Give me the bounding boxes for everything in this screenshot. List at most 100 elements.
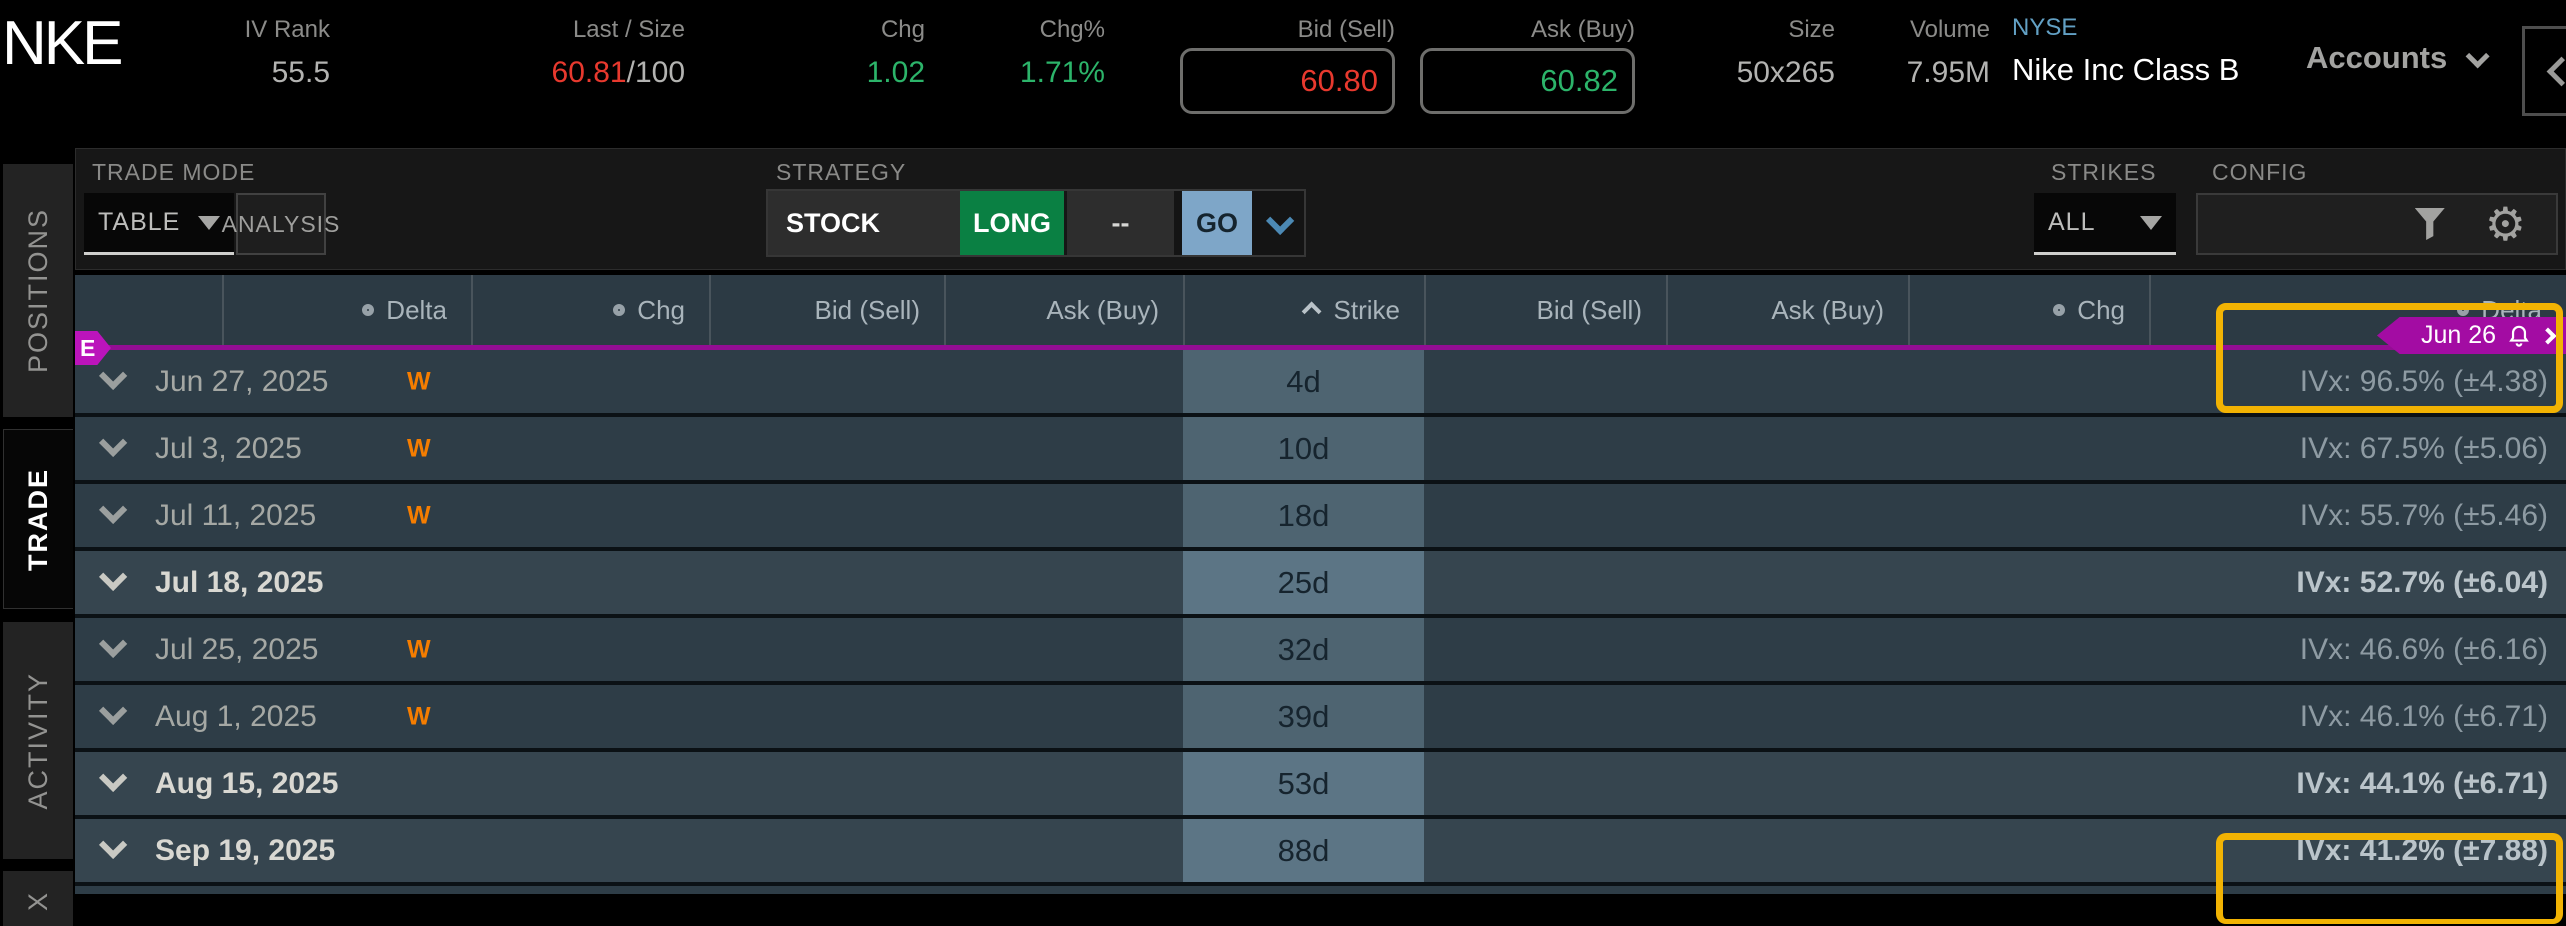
expiration-date: Jul 3, 2025 xyxy=(155,431,302,465)
config-box: ⚙ xyxy=(2196,193,2558,255)
weekly-badge: W xyxy=(407,635,431,663)
strategy-group-divider xyxy=(1174,191,1182,255)
expiration-tag[interactable]: Jun 26 xyxy=(2376,317,2566,354)
days-to-expiration: 32d xyxy=(1183,618,1424,681)
iv-rank-cell: IV Rank 55.5 xyxy=(150,16,330,90)
bid-label: Bid (Sell) xyxy=(1297,16,1395,43)
sort-up-icon xyxy=(1301,301,1322,322)
iv-rank-value: 55.5 xyxy=(271,56,330,89)
expiration-row[interactable]: Jul 11, 2025 W 18d IVx: 55.7% (±5.46) xyxy=(75,484,2566,551)
ivx-value: IVx: 67.5% (±5.06) xyxy=(2299,431,2548,465)
tab-trade-label: TRADE xyxy=(23,467,53,571)
side-toggle-button[interactable]: LONG xyxy=(960,191,1064,255)
column-header-strike[interactable]: Strike xyxy=(1183,275,1424,345)
column-option-icon xyxy=(362,304,375,316)
last-price: 60.81 xyxy=(551,56,627,89)
ticker-symbol: NKE xyxy=(2,9,123,78)
chevron-right-icon xyxy=(2539,327,2557,344)
column-header-chg-calls[interactable]: Chg xyxy=(471,275,709,345)
trade-mode-select[interactable]: TABLE xyxy=(84,193,234,255)
column-header-ask-puts[interactable]: Ask (Buy) xyxy=(1666,275,1908,345)
chg-label: Chg xyxy=(880,16,925,43)
expand-chevron-icon[interactable] xyxy=(98,361,128,393)
expiration-row[interactable]: Aug 1, 2025 W 39d IVx: 46.1% (±6.71) xyxy=(75,685,2566,752)
tab-trade[interactable]: TRADE xyxy=(3,429,73,609)
analysis-button[interactable]: ANALYSIS xyxy=(222,193,339,255)
caret-down-icon xyxy=(2140,215,2162,230)
accounts-label: Accounts xyxy=(2306,40,2448,75)
go-dropdown-button[interactable] xyxy=(1252,191,1304,255)
chevron-down-icon xyxy=(2465,43,2490,68)
weekly-badge: W xyxy=(407,434,431,462)
iv-rank-label: IV Rank xyxy=(244,16,330,43)
strategy-group: STOCK LONG -- GO xyxy=(766,189,1306,257)
volume-cell: Volume 7.95M xyxy=(1848,16,1990,90)
column-header-ask-calls[interactable]: Ask (Buy) xyxy=(944,275,1183,345)
bid-button[interactable]: 60.80 xyxy=(1180,48,1395,114)
column-option-icon xyxy=(613,304,626,316)
ivx-value: IVx: 55.7% (±5.46) xyxy=(2299,498,2548,532)
expand-chevron-icon[interactable] xyxy=(98,830,128,862)
expiration-date: Sep 19, 2025 xyxy=(155,833,336,867)
volume-value: 7.95M xyxy=(1906,56,1990,89)
size-label: Size xyxy=(1788,16,1835,43)
expiration-row[interactable]: Jun 27, 2025 W 4d IVx: 96.5% (±4.38) xyxy=(75,350,2566,417)
tab-partial[interactable]: X xyxy=(3,871,73,926)
tab-activity-label: ACTIVITY xyxy=(22,671,53,810)
accounts-dropdown[interactable]: Accounts xyxy=(2306,40,2490,76)
expiration-row[interactable]: Jul 3, 2025 W 10d IVx: 67.5% (±5.06) xyxy=(75,417,2566,484)
collapse-panel-button[interactable] xyxy=(2522,26,2566,116)
ask-label-cell: Ask (Buy) xyxy=(1420,16,1635,56)
strikes-select[interactable]: ALL xyxy=(2034,193,2176,255)
chg-pct-value: 1.71% xyxy=(1019,56,1105,89)
weekly-badge: W xyxy=(407,367,431,395)
column-header-bid-puts[interactable]: Bid (Sell) xyxy=(1424,275,1666,345)
alert-bell-icon xyxy=(2509,325,2529,347)
tab-activity[interactable]: ACTIVITY xyxy=(3,622,73,859)
tab-positions[interactable]: POSITIONS xyxy=(3,164,73,417)
expiration-tag-label: Jun 26 xyxy=(2420,321,2496,349)
column-header-delta-calls[interactable]: Delta xyxy=(222,275,471,345)
gear-icon[interactable]: ⚙ xyxy=(2484,197,2526,251)
expiration-rows: Jun 27, 2025 W 4d IVx: 96.5% (±4.38) Jul 3, … xyxy=(75,350,2566,886)
days-to-expiration: 4d xyxy=(1183,350,1424,413)
ivx-value: IVx: 96.5% (±4.38) xyxy=(2299,364,2548,398)
expiration-row[interactable]: Sep 19, 2025 88d IVx: 41.2% (±7.88) xyxy=(75,819,2566,886)
expiration-date: Aug 15, 2025 xyxy=(155,766,339,800)
expiration-row[interactable]: Aug 15, 2025 53d IVx: 44.1% (±6.71) xyxy=(75,752,2566,819)
ivx-value: IVx: 41.2% (±7.88) xyxy=(2296,833,2548,867)
ivx-value: IVx: 46.1% (±6.71) xyxy=(2299,699,2548,733)
quantity-field[interactable]: -- xyxy=(1064,191,1174,255)
days-to-expiration: 88d xyxy=(1183,819,1424,882)
last-size: /100 xyxy=(626,56,685,89)
column-header-bid-calls[interactable]: Bid (Sell) xyxy=(709,275,944,345)
go-label: GO xyxy=(1195,207,1238,238)
days-to-expiration: 53d xyxy=(1183,752,1424,815)
expand-chevron-icon[interactable] xyxy=(98,495,128,527)
side-value: LONG xyxy=(973,207,1051,238)
quantity-value: -- xyxy=(1111,207,1130,238)
expiration-divider-line: E Jun 26 xyxy=(75,317,2566,365)
left-tab-rail: POSITIONS TRADE ACTIVITY X xyxy=(0,148,75,926)
go-button[interactable]: GO xyxy=(1182,191,1252,255)
ivx-value: IVx: 46.6% (±6.16) xyxy=(2299,632,2548,666)
size-value: 50x265 xyxy=(1736,56,1835,89)
expand-chevron-icon[interactable] xyxy=(98,763,128,795)
chain-header-row: Delta Chg Bid (Sell) Ask (Buy) Strike Bi… xyxy=(75,275,2566,345)
expand-chevron-icon[interactable] xyxy=(98,428,128,460)
ask-value: 60.82 xyxy=(1540,63,1618,98)
ask-button[interactable]: 60.82 xyxy=(1420,48,1635,114)
chevron-left-icon xyxy=(2546,56,2566,86)
expand-chevron-icon[interactable] xyxy=(98,696,128,728)
expiration-date: Aug 1, 2025 xyxy=(155,699,317,733)
column-header-chg-puts[interactable]: Chg xyxy=(1908,275,2149,345)
expand-chevron-icon[interactable] xyxy=(98,629,128,661)
partial-next-row xyxy=(75,886,2566,894)
expiration-row[interactable]: Jul 25, 2025 W 32d IVx: 46.6% (±6.16) xyxy=(75,618,2566,685)
filter-icon[interactable] xyxy=(2414,208,2445,240)
expand-chevron-icon[interactable] xyxy=(98,562,128,594)
strategy-select-button[interactable]: STOCK xyxy=(768,191,960,255)
expiration-row[interactable]: Jul 18, 2025 25d IVx: 52.7% (±6.04) xyxy=(75,551,2566,618)
exchange-name: NYSE xyxy=(2012,14,2078,41)
trade-mode-value: TABLE xyxy=(98,208,181,236)
